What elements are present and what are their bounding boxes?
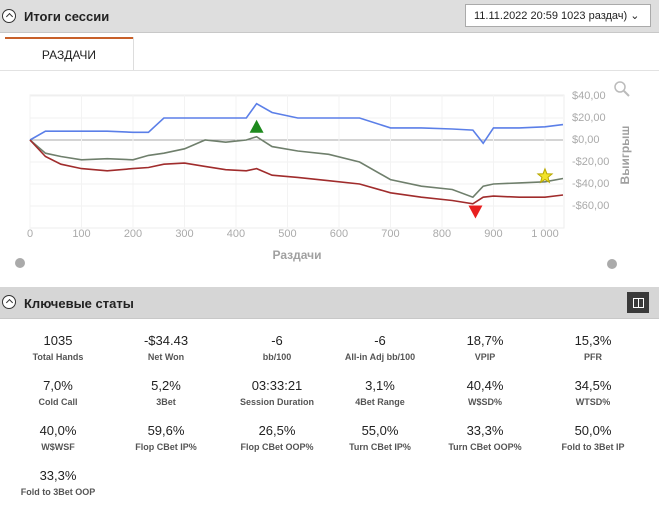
stat: -6 bb/100 <box>222 333 332 362</box>
stat-label: PFR <box>584 352 602 362</box>
stat-label: Turn CBet IP% <box>349 442 411 452</box>
collapse-icon[interactable] <box>2 9 16 23</box>
stats-header: Ключевые статы <box>0 287 659 319</box>
stat-label: Turn CBet OOP% <box>448 442 522 452</box>
series-line <box>29 139 564 205</box>
x-tick-label: 700 <box>381 228 399 240</box>
stat: 15,3% PFR <box>538 333 648 362</box>
session-select[interactable]: 11.11.2022 20:59 1023 раздач) ⌄ <box>465 4 651 27</box>
stat-label: Net Won <box>147 352 185 362</box>
stat-value: 18,7% <box>466 333 504 348</box>
x-tick-label: 200 <box>124 228 142 240</box>
x-axis-title: Раздачи <box>273 248 322 262</box>
zoom-icon-handle <box>623 90 630 97</box>
x-tick-label: 500 <box>278 228 296 240</box>
y-tick-label: $0,00 <box>572 134 600 146</box>
session-header: Итоги сессии 11.11.2022 20:59 1023 разда… <box>0 0 659 33</box>
stat-label: Flop CBet IP% <box>135 442 197 452</box>
stat: 1035 Total Hands <box>3 333 113 362</box>
stat-value: 1035 <box>43 333 73 348</box>
stat: 50,0% Fold to 3Bet IP <box>538 423 648 452</box>
session-select-text: 11.11.2022 20:59 1023 раздач) <box>474 10 628 22</box>
y-tick-label: -$60,00 <box>572 200 609 212</box>
stats-title: Ключевые статы <box>24 296 134 311</box>
stat-label: Fold to 3Bet IP <box>561 442 625 452</box>
y-axis-title: Выигрыш <box>618 126 632 185</box>
x-tick-label: 400 <box>227 228 245 240</box>
tab[interactable]: РАЗДАЧИ <box>5 37 133 71</box>
stat-label: WTSD% <box>575 397 611 407</box>
stat-label: Fold to 3Bet OOP <box>20 487 96 497</box>
stat-value: 03:33:21 <box>251 378 303 393</box>
stat: 18,7% VPIP <box>430 333 540 362</box>
collapse-icon[interactable] <box>2 295 16 309</box>
x-tick-label: 600 <box>330 228 348 240</box>
session-title: Итоги сессии <box>24 9 110 24</box>
stat: 26,5% Flop CBet OOP% <box>222 423 332 452</box>
y-tick-label: -$40,00 <box>572 178 609 190</box>
layout-button[interactable] <box>627 292 649 313</box>
series-line <box>29 102 564 145</box>
settings-icon[interactable] <box>15 258 25 268</box>
stat-value: 55,0% <box>361 423 399 438</box>
tab-divider <box>0 70 659 71</box>
stat-label: W$WSF <box>41 442 75 452</box>
stat-value: 40,0% <box>39 423 77 438</box>
stat: -$34.43 Net Won <box>111 333 221 362</box>
stat-label: 4Bet Range <box>355 397 405 407</box>
stat: 34,5% WTSD% <box>538 378 648 407</box>
stat-value: 33,3% <box>466 423 504 438</box>
stat: 59,6% Flop CBet IP% <box>111 423 221 452</box>
info-icon[interactable] <box>607 259 617 269</box>
stat-value: 33,3% <box>39 468 77 483</box>
stat-label: VPIP <box>474 352 496 362</box>
stat: 03:33:21 Session Duration <box>222 378 332 407</box>
stat: 7,0% Cold Call <box>3 378 113 407</box>
stat-value: 7,0% <box>43 378 73 393</box>
stat: 55,0% Turn CBet IP% <box>325 423 435 452</box>
stat: 3,1% 4Bet Range <box>325 378 435 407</box>
marker <box>468 205 483 219</box>
stat: 5,2% 3Bet <box>111 378 221 407</box>
x-tick-label: 100 <box>72 228 90 240</box>
chart: Раздачи Выигрыш $40,00 $20,00 $0,00 -$20,00… <box>15 81 632 269</box>
y-tick-label: $20,00 <box>572 112 606 124</box>
marker <box>536 167 554 184</box>
x-tick-label: 900 <box>484 228 502 240</box>
stat-label: Total Hands <box>32 352 84 362</box>
stat: 33,3% Fold to 3Bet OOP <box>3 468 113 497</box>
stat-label: Flop CBet OOP% <box>240 442 314 452</box>
stat-label: Session Duration <box>239 397 314 407</box>
x-tick-label: 0 <box>27 228 33 240</box>
stat-value: -6 <box>271 333 283 348</box>
stat-value: 3,1% <box>365 378 395 393</box>
y-tick-label: $40,00 <box>572 90 606 102</box>
stat-value: 5,2% <box>151 378 181 393</box>
stat-value: -6 <box>374 333 386 348</box>
stat-value: 40,4% <box>466 378 504 393</box>
stat: -6 All-in Adj bb/100 <box>325 333 435 362</box>
stat-value: 15,3% <box>574 333 612 348</box>
y-tick-label: -$20,00 <box>572 156 609 168</box>
x-tick-label: 300 <box>175 228 193 240</box>
stat-value: 26,5% <box>258 423 296 438</box>
stat-label: Cold Call <box>38 397 78 407</box>
marker <box>249 119 264 133</box>
stat: 40,0% W$WSF <box>3 423 113 452</box>
stat-label: W$SD% <box>467 397 502 407</box>
stat-label: bb/100 <box>262 352 292 362</box>
stat-value: 34,5% <box>574 378 612 393</box>
stat: 33,3% Turn CBet OOP% <box>430 423 540 452</box>
stat: 40,4% W$SD% <box>430 378 540 407</box>
stat-value: -$34.43 <box>143 333 189 348</box>
stat-label: 3Bet <box>156 397 176 407</box>
x-tick-label: 1 000 <box>531 228 559 240</box>
x-tick-label: 800 <box>433 228 451 240</box>
series-line <box>29 135 564 199</box>
stat-value: 59,6% <box>147 423 185 438</box>
stat-value: 50,0% <box>574 423 612 438</box>
zoom-icon[interactable] <box>614 81 626 93</box>
stat-label: All-in Adj bb/100 <box>344 352 416 362</box>
